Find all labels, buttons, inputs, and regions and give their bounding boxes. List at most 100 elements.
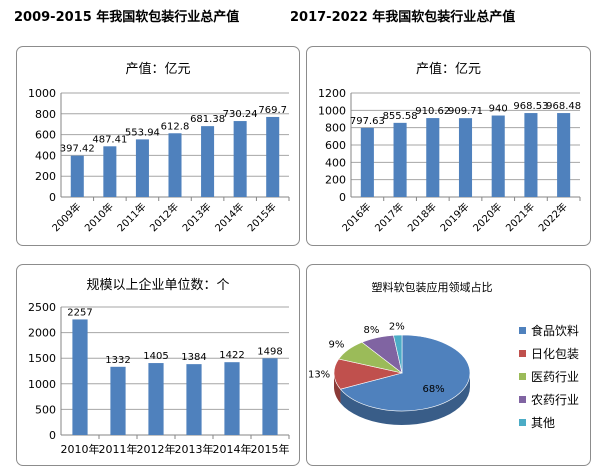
data-label: 1498 (257, 346, 282, 357)
bar (491, 115, 505, 197)
y-tick-label: 1200 (318, 87, 346, 100)
chart-enterprise-count: 规模以上企业单位数：个 0 500 1000 1500 2000 2500 2257 2010年… (28, 277, 290, 456)
heading-right: 2017-2022 年我国软包装行业总产值 (290, 10, 516, 25)
bar (262, 358, 278, 435)
chart-output-2009-2015: 产值：亿元 0 200 400 600 800 1000 397.42 2009年 487.41 2… (28, 61, 290, 234)
chart-panel-enterprise-count: 规模以上企业单位数：个 0 500 1000 1500 2000 2500 2257 2010年… (16, 264, 300, 466)
x-tick-label: 2012年 (137, 442, 176, 456)
legend-swatch (519, 396, 526, 403)
data-label: 940 (489, 104, 508, 115)
y-tick-label: 0 (49, 191, 56, 204)
data-label: 910.62 (415, 106, 450, 117)
y-tick-label: 800 (325, 122, 346, 135)
legend-swatch (519, 350, 526, 357)
x-tick-label: 2016年 (339, 200, 373, 234)
slice-label: 9% (329, 340, 345, 351)
chart-panel-application-share: 塑料软包装应用领域占比 68% 13% 9% 8% 2% 食品饮料 日化包装 医药行业 农药行业其… (306, 264, 591, 466)
chart-title: 产值：亿元 (125, 61, 190, 77)
chart-output-2016-2022: 产值：亿元 0 200 400 600 800 1000 1200 797.63 2016年 855… (318, 61, 581, 234)
y-tick-label: 200 (325, 174, 346, 187)
chart-panel-output-2016-2022: 产值：亿元 0 200 400 600 800 1000 1200 797.63 2016年 855… (306, 46, 591, 246)
chart-title: 产值：亿元 (416, 61, 481, 77)
pie-slice (339, 334, 471, 412)
data-label: 681.38 (190, 114, 225, 125)
data-label: 855.58 (383, 111, 418, 122)
data-label: 1384 (181, 352, 206, 363)
y-tick-label: 500 (35, 403, 56, 416)
bar (135, 139, 149, 197)
bar (201, 126, 215, 197)
bar (360, 127, 374, 197)
x-tick-label: 2017年 (372, 200, 406, 234)
chart-application-share: 塑料软包装应用领域占比 68% 13% 9% 8% 2% 食品饮料日化包装医药行业农药行业其… (308, 280, 579, 430)
bar (426, 118, 440, 197)
x-tick-label: 2015年 (251, 442, 290, 456)
slice-label: 8% (364, 325, 380, 336)
y-tick-label: 2000 (28, 327, 56, 340)
data-label: 968.53 (513, 101, 548, 112)
legend-label: 医药行业 (531, 370, 579, 384)
x-tick-label: 2020年 (470, 200, 504, 234)
y-tick-label: 0 (49, 429, 56, 442)
x-tick-label: 2011年 (114, 200, 148, 234)
slice-label: 68% (422, 384, 444, 395)
data-label: 2257 (67, 307, 92, 318)
data-label: 397.42 (60, 144, 95, 155)
legend-label: 农药行业 (531, 393, 579, 407)
x-tick-label: 2009年 (49, 200, 83, 234)
x-tick-label: 2014年 (213, 442, 252, 456)
y-tick-label: 600 (325, 139, 346, 152)
pie-sides (334, 373, 470, 425)
pie-slice (333, 358, 403, 390)
y-tick-label: 1500 (28, 352, 56, 365)
bar (186, 364, 202, 435)
y-tick-label: 1000 (318, 104, 346, 117)
x-tick-label: 2015年 (245, 200, 279, 234)
x-tick-label: 2022年 (536, 200, 570, 234)
slice-label: 13% (308, 369, 330, 380)
x-tick-label: 2011年 (99, 442, 138, 456)
y-tick-label: 800 (35, 108, 56, 121)
x-tick-label: 2013年 (179, 200, 213, 234)
x-tick-label: 2010年 (61, 442, 100, 456)
pie-side (334, 373, 341, 404)
slice-label: 2% (389, 322, 405, 333)
data-label: 553.94 (125, 127, 160, 138)
x-tick-label: 2019年 (437, 200, 471, 234)
bar (233, 121, 247, 197)
pie-side (340, 373, 470, 425)
data-label: 769.7 (258, 105, 287, 116)
chart-title: 塑料软包装应用领域占比 (372, 280, 493, 294)
bar (103, 146, 117, 197)
legend-swatch (519, 373, 526, 380)
data-label: 1332 (105, 355, 130, 366)
data-label: 730.24 (223, 109, 258, 120)
bar (393, 122, 407, 197)
y-tick-label: 400 (325, 156, 346, 169)
data-label: 1405 (143, 351, 168, 362)
y-tick-label: 1000 (28, 378, 56, 391)
bar (266, 116, 280, 197)
bar (110, 366, 126, 435)
data-label: 968.48 (546, 101, 581, 112)
y-tick-label: 1000 (28, 87, 56, 100)
bar (168, 133, 182, 197)
bar (224, 362, 240, 435)
data-label: 487.41 (92, 134, 127, 145)
bar (557, 113, 571, 197)
legend-label: 日化包装 (531, 347, 579, 361)
legend-swatch (519, 419, 526, 426)
legend-label: 食品饮料 (531, 323, 579, 338)
bar (72, 319, 88, 435)
x-tick-label: 2014年 (212, 200, 246, 234)
x-tick-label: 2018年 (405, 200, 439, 234)
bar (70, 155, 84, 197)
bar (524, 113, 538, 197)
data-label: 797.63 (350, 116, 385, 127)
legend-swatch (519, 327, 526, 334)
y-tick-label: 400 (35, 149, 56, 162)
heading-left: 2009-2015 年我国软包装行业总产值 (14, 10, 240, 25)
chart-panel-output-2009-2015: 产值：亿元 0 200 400 600 800 1000 397.42 2009年 487.41 2… (16, 46, 300, 246)
x-tick-label: 2013年 (175, 442, 214, 456)
x-tick-label: 2021年 (503, 200, 537, 234)
